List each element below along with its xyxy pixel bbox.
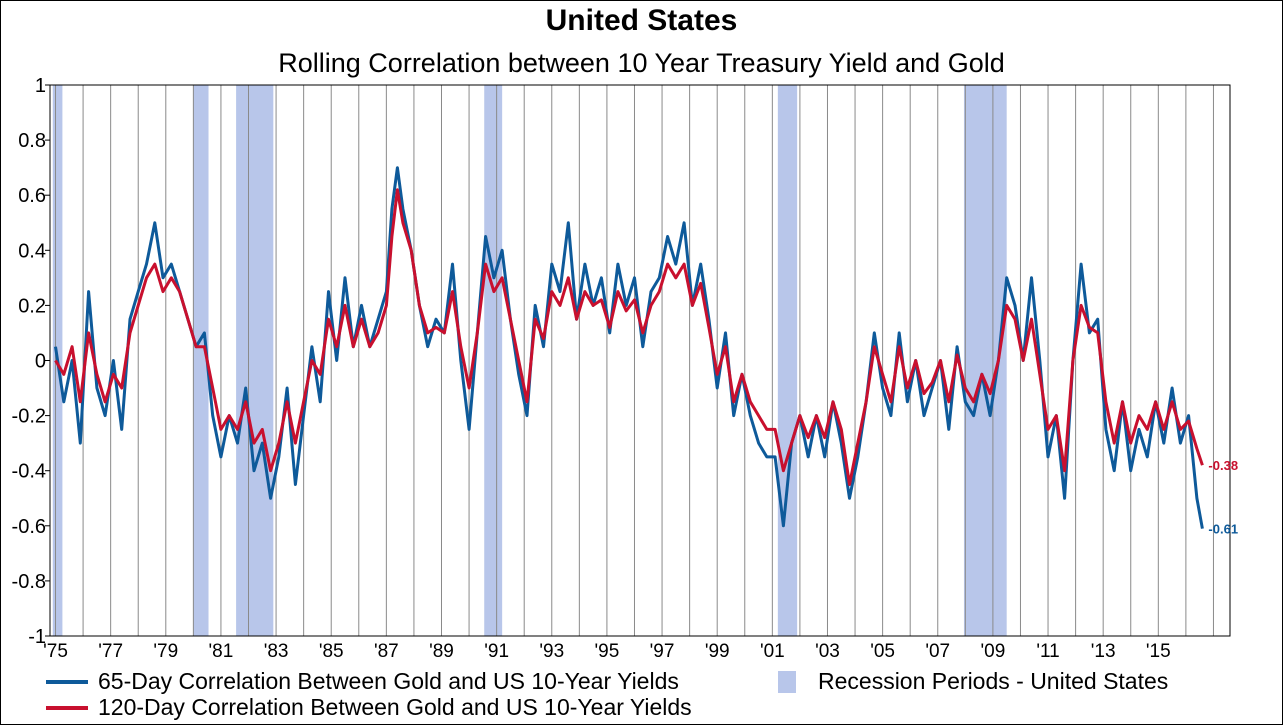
legend-item-120-day: 120-Day Correlation Between Gold and US … [46,694,692,721]
recession-band-3 [484,85,503,636]
legend-item-65-day: 65-Day Correlation Between Gold and US 1… [46,668,679,695]
x-tick-label-1: '77 [98,641,123,662]
chart-title: United States [545,4,738,37]
legend-item-recession: Recession Periods - United States [778,668,1168,695]
x-tick-label-7: '89 [429,641,454,662]
y-tick-label-10: -1 [28,626,46,648]
x-tick-label-16: '07 [925,641,950,662]
x-tick-label-17: '09 [981,641,1006,662]
x-tick-label-8: '91 [484,641,509,662]
x-tick-label-11: '97 [650,641,675,662]
end-value-label-1: -0.61 [1208,522,1238,537]
plot-border [49,84,1231,637]
chart-subtitle: Rolling Correlation between 10 Year Trea… [278,48,1005,78]
x-tick-label-15: '05 [870,641,895,662]
recession-band-2 [236,85,274,636]
y-tick-label-0: 1 [35,75,46,97]
y-tick-label-1: 0.8 [18,130,46,152]
y-tick-label-2: 0.6 [18,185,46,207]
legend-swatch-recession [778,670,796,693]
y-tick-label-9: -0.8 [12,571,46,593]
x-tick-label-9: '93 [539,641,564,662]
x-tick-label-4: '83 [264,641,289,662]
y-tick-label-4: 0.2 [18,295,46,317]
y-tick-label-8: -0.6 [12,516,46,538]
x-tick-label-18: '11 [1036,641,1059,662]
legend-label-recession: Recession Periods - United States [818,668,1169,694]
recession-band-1 [193,85,209,636]
x-tick-label-6: '87 [374,641,399,662]
x-tick-label-5: '85 [319,641,344,662]
end-value-label-0: -0.38 [1208,458,1238,473]
legend-swatch-120-day [46,705,88,710]
x-tick-label-2: '79 [153,641,178,662]
legend-label-120-day: 120-Day Correlation Between Gold and US … [98,694,692,720]
series-line-1 [54,188,1204,486]
x-tick-label-20: '15 [1146,641,1171,662]
x-tick-label-13: '01 [760,641,785,662]
x-tick-label-12: '99 [705,641,730,662]
legend-label-65-day: 65-Day Correlation Between Gold and US 1… [98,668,679,694]
y-tick-label-6: -0.2 [12,406,46,428]
recession-band-5 [963,85,1007,636]
y-tick-label-3: 0.4 [18,240,46,262]
series-line-0 [54,166,1204,529]
x-tick-label-3: '81 [209,641,234,662]
x-tick-label-0: '75 [43,641,68,662]
x-tick-label-19: '13 [1091,641,1116,662]
x-tick-label-10: '95 [595,641,620,662]
recession-band-4 [777,85,798,636]
y-tick-label-7: -0.4 [12,461,46,483]
y-tick-label-5: 0 [35,351,46,373]
x-tick-label-14: '03 [815,641,840,662]
legend-swatch-65-day [46,679,88,684]
